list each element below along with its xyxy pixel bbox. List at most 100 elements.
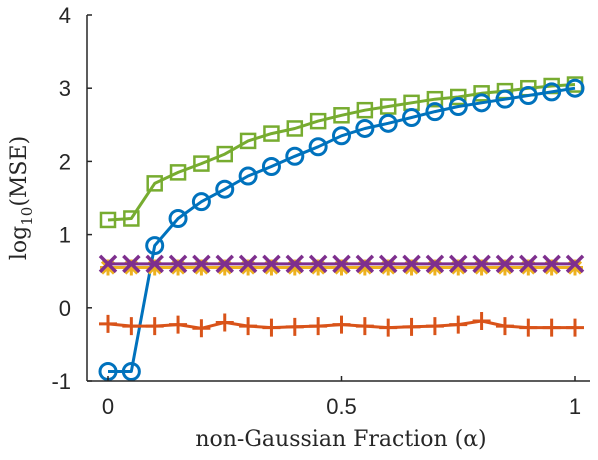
data-point <box>310 259 327 276</box>
data-point <box>169 315 188 334</box>
data-point <box>263 259 280 276</box>
data-point <box>193 155 210 172</box>
y-tick-label: 4 <box>59 3 71 28</box>
data-point <box>238 254 258 274</box>
data-point <box>379 318 398 337</box>
data-point <box>122 317 141 336</box>
data-point <box>239 132 257 150</box>
data-point <box>380 259 397 276</box>
data-point <box>402 317 421 336</box>
data-point <box>542 82 562 102</box>
data-point <box>472 311 491 330</box>
data-point <box>308 137 328 157</box>
data-point <box>261 157 281 177</box>
series-circle <box>98 78 585 381</box>
data-point <box>378 254 398 274</box>
series-line <box>107 83 576 222</box>
x-axis-title: non-Gaussian Fraction (α) <box>195 427 486 452</box>
data-point <box>215 313 234 332</box>
y-ticks: -1 0 1 2 3 4 <box>51 3 92 394</box>
data-point <box>145 317 164 336</box>
data-point <box>495 89 515 109</box>
x-tick-label: 0.5 <box>326 394 357 419</box>
data-point <box>170 259 187 276</box>
data-point <box>99 314 117 333</box>
series-x <box>98 254 585 274</box>
data-point <box>565 254 585 274</box>
data-point <box>216 259 233 276</box>
data-point <box>472 254 491 274</box>
data-point <box>519 254 538 274</box>
data-point <box>285 254 305 274</box>
x-tick-label: 0 <box>102 394 114 419</box>
x-tick-label: 1 <box>569 394 581 419</box>
data-point <box>146 175 163 192</box>
data-point <box>309 112 327 130</box>
data-point <box>520 259 537 276</box>
data-point <box>449 315 468 334</box>
data-point <box>192 254 211 274</box>
y-tick-label: 2 <box>59 149 71 174</box>
data-point <box>495 254 515 274</box>
data-point <box>402 254 421 274</box>
data-point <box>425 317 444 336</box>
axes <box>86 15 590 382</box>
data-point <box>169 164 187 181</box>
data-point <box>565 78 585 98</box>
data-point <box>379 98 397 115</box>
data-point <box>168 254 188 274</box>
data-point <box>308 254 328 274</box>
data-point <box>123 259 140 276</box>
data-point <box>543 259 560 276</box>
series-asterisk <box>100 259 583 276</box>
data-point <box>121 361 141 381</box>
data-point <box>566 318 584 337</box>
data-point <box>286 120 304 137</box>
data-point <box>542 254 561 274</box>
data-point <box>332 315 351 334</box>
data-point <box>145 236 165 256</box>
data-point <box>355 317 374 336</box>
data-point <box>355 254 375 274</box>
data-point <box>542 318 561 337</box>
data-point <box>146 259 163 276</box>
data-point <box>426 259 443 276</box>
data-point <box>356 259 373 276</box>
data-point <box>285 146 305 166</box>
data-point <box>567 259 583 276</box>
y-axis-title: log10(MSE) <box>7 136 36 260</box>
data-point <box>192 319 211 338</box>
data-point <box>215 254 234 274</box>
data-point <box>100 259 116 276</box>
data-point <box>402 107 422 127</box>
data-point <box>425 102 445 122</box>
data-point <box>450 259 467 276</box>
series-square <box>99 76 584 229</box>
data-point <box>403 259 420 276</box>
data-point <box>473 85 490 102</box>
data-point <box>285 317 304 336</box>
data-point <box>426 90 444 108</box>
y-tick-label: 1 <box>59 223 71 248</box>
data-point <box>263 125 280 142</box>
data-point <box>262 254 281 274</box>
data-point <box>145 254 164 274</box>
data-point <box>238 166 258 186</box>
data-point <box>262 318 281 337</box>
series-plus <box>99 311 584 338</box>
data-point <box>472 93 492 113</box>
y-tick-label: -1 <box>51 369 71 394</box>
data-point <box>355 118 375 138</box>
data-point <box>168 208 188 228</box>
data-point <box>448 97 468 116</box>
data-point <box>332 254 351 274</box>
data-point <box>449 254 468 274</box>
data-point <box>473 259 490 276</box>
data-point <box>215 179 235 199</box>
data-point <box>450 88 467 106</box>
data-point <box>495 317 514 336</box>
data-point <box>123 210 140 227</box>
data-point <box>425 254 445 274</box>
data-point <box>122 254 141 274</box>
